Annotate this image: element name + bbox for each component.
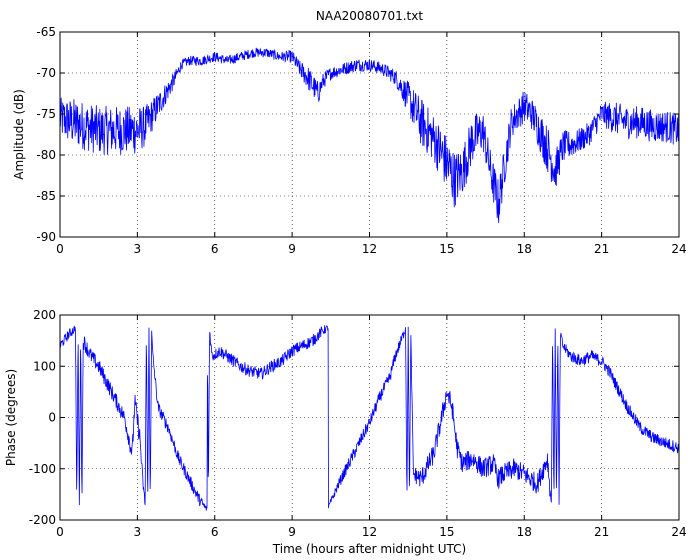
phase-panel: 0 3 6 9 12 15 18 21 24 200 100 0 -100 -200 Time (hour… bbox=[4, 308, 687, 556]
phase-x-tick-label: 6 bbox=[211, 525, 219, 539]
amplitude-x-tick-label: 21 bbox=[594, 242, 609, 256]
amplitude-y-tick-label: -70 bbox=[36, 66, 56, 80]
amplitude-x-tick-label: 3 bbox=[134, 242, 142, 256]
phase-y-tick-label: 100 bbox=[33, 359, 56, 373]
amplitude-ticks: 0 3 6 9 12 15 18 21 24 -65 -70 -75 -80 -85 -90 bbox=[36, 25, 686, 256]
chart-title: NAA20080701.txt bbox=[316, 9, 423, 23]
phase-x-axis-label: Time (hours after midnight UTC) bbox=[272, 542, 466, 556]
phase-series bbox=[59, 325, 680, 511]
amplitude-y-tick-label: -90 bbox=[36, 230, 56, 244]
amplitude-x-tick-label: 15 bbox=[439, 242, 454, 256]
amplitude-series-line bbox=[59, 47, 680, 223]
phase-x-tick-label: 15 bbox=[439, 525, 454, 539]
phase-x-tick-label: 21 bbox=[594, 525, 609, 539]
amplitude-y-tick-label: -80 bbox=[36, 148, 56, 162]
amplitude-panel: 0 3 6 9 12 15 18 21 24 -65 -70 -75 -80 -85 -90 NAA2008… bbox=[12, 9, 687, 256]
phase-x-tick-label: 24 bbox=[671, 525, 686, 539]
amplitude-x-tick-label: 12 bbox=[362, 242, 377, 256]
phase-y-axis-label: Phase (degrees) bbox=[4, 369, 18, 466]
amplitude-x-tick-label: 18 bbox=[517, 242, 532, 256]
phase-x-tick-label: 9 bbox=[288, 525, 296, 539]
phase-plot-background bbox=[60, 315, 679, 520]
amplitude-series bbox=[59, 47, 680, 223]
phase-x-tick-label: 12 bbox=[362, 525, 377, 539]
phase-x-tick-label: 0 bbox=[56, 525, 64, 539]
phase-y-tick-label: 200 bbox=[33, 308, 56, 322]
amplitude-y-tick-label: -65 bbox=[36, 25, 56, 39]
phase-x-tick-label: 18 bbox=[517, 525, 532, 539]
phase-y-tick-label: -200 bbox=[29, 513, 56, 527]
amplitude-y-tick-label: -75 bbox=[36, 107, 56, 121]
amplitude-y-axis-label: Amplitude (dB) bbox=[12, 89, 26, 180]
amplitude-x-tick-label: 24 bbox=[671, 242, 686, 256]
phase-ticks: 0 3 6 9 12 15 18 21 24 200 100 0 -100 -200 bbox=[29, 308, 687, 539]
phase-y-tick-label: -100 bbox=[29, 462, 56, 476]
amplitude-x-tick-label: 0 bbox=[56, 242, 64, 256]
amplitude-y-tick-label: -85 bbox=[36, 189, 56, 203]
phase-x-tick-label: 3 bbox=[134, 525, 142, 539]
phase-y-tick-label: 0 bbox=[48, 411, 56, 425]
amplitude-x-tick-label: 6 bbox=[211, 242, 219, 256]
amplitude-x-tick-label: 9 bbox=[288, 242, 296, 256]
phase-series-line bbox=[59, 325, 680, 511]
